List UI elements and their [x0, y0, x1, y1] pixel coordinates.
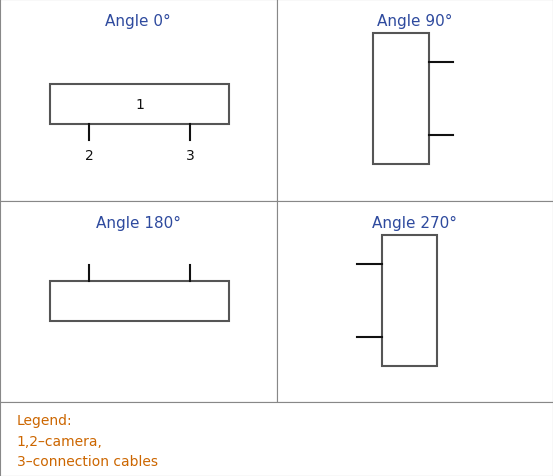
Bar [50, 281, 229, 322]
Text: Angle 0°: Angle 0° [106, 14, 171, 29]
Bar [382, 235, 437, 366]
Text: Legend:
1,2–camera,
3–connection cables: Legend: 1,2–camera, 3–connection cables [17, 413, 158, 468]
Bar [373, 34, 429, 165]
Text: Angle 90°: Angle 90° [377, 14, 452, 29]
Text: Angle 180°: Angle 180° [96, 215, 181, 230]
Text: 2: 2 [85, 149, 93, 163]
Bar [50, 84, 229, 125]
Text: Angle 270°: Angle 270° [372, 215, 457, 230]
Text: 3: 3 [186, 149, 194, 163]
Text: 1: 1 [135, 98, 144, 111]
